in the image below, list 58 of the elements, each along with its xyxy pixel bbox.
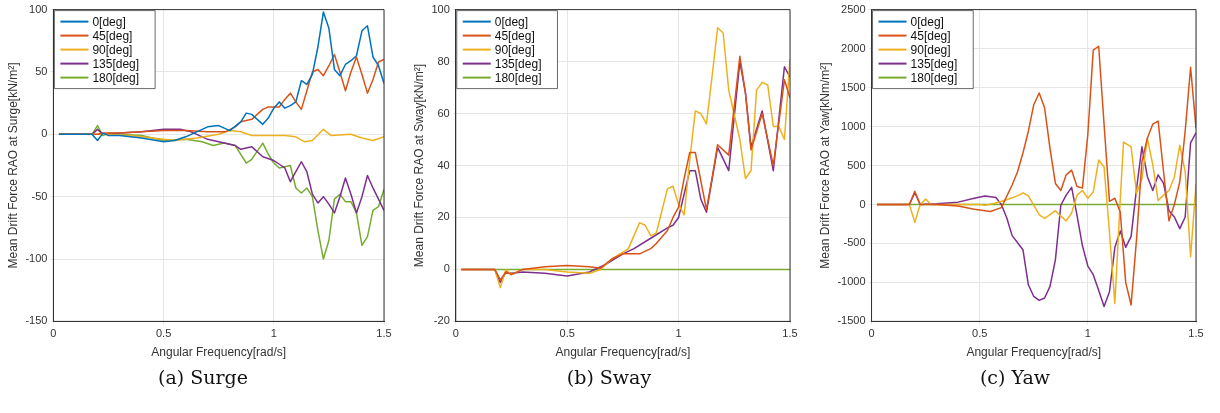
y-axis-title: Mean Drift Force RAO at Yaw[kNm/m²] <box>817 62 832 269</box>
legend-label: 180[deg] <box>910 70 958 85</box>
y-tick-label: 1000 <box>841 119 866 132</box>
y-tick-label: 0 <box>41 127 48 140</box>
y-tick-label: -1500 <box>837 314 866 327</box>
x-tick-label: 0.5 <box>155 327 172 340</box>
x-axis-title: Angular Frequency[rad/s] <box>966 345 1102 360</box>
y-tick-label: 80 <box>437 54 450 67</box>
legend-label: 180[deg] <box>92 70 140 85</box>
legend-label: 90[deg] <box>910 42 951 57</box>
text: (c) Yaw <box>979 366 1051 388</box>
x-tick-label: 0 <box>50 327 57 340</box>
text: (b) Sway <box>566 366 652 388</box>
y-tick-label: 2000 <box>841 41 866 54</box>
legend-label: 90[deg] <box>92 42 133 57</box>
x-tick-label: 1 <box>675 327 682 340</box>
y-tick-label: 2500 <box>841 2 866 15</box>
y-tick-label: 50 <box>35 64 48 77</box>
y-tick-label: 20 <box>437 210 450 223</box>
x-tick-label: 0.5 <box>972 327 988 340</box>
y-tick-label: 0 <box>443 262 450 275</box>
y-tick-label: -20 <box>433 314 450 327</box>
legend-label: 0[deg] <box>494 14 529 29</box>
legend-label: 0[deg] <box>92 14 126 29</box>
text: (a) Surge <box>158 366 248 388</box>
y-tick-label: 500 <box>847 158 866 171</box>
legend-label: 180[deg] <box>494 70 542 85</box>
x-tick-label: 0.5 <box>559 327 575 340</box>
x-tick-label: 0 <box>452 327 459 340</box>
y-tick-label: 60 <box>437 106 450 119</box>
y-tick-label: 1500 <box>841 80 866 93</box>
x-axis-title: Angular Frequency[rad/s] <box>555 345 691 360</box>
legend-label: 135[deg] <box>910 56 958 71</box>
y-tick-label: -1000 <box>837 275 866 288</box>
legend-label: 90[deg] <box>494 42 535 57</box>
legend-label: 135[deg] <box>494 56 542 71</box>
y-tick-label: -150 <box>25 314 48 327</box>
y-axis-title: Mean Drift Force RAO at Sway[kN/m²] <box>411 63 426 268</box>
x-tick-label: 0 <box>868 327 875 340</box>
legend-label: 45[deg] <box>92 28 133 43</box>
x-tick-label: 1.5 <box>782 327 798 340</box>
legend-label: 45[deg] <box>910 28 951 43</box>
x-tick-label: 1.5 <box>376 327 392 340</box>
y-tick-label: -100 <box>25 252 48 265</box>
x-tick-label: 1 <box>1084 327 1091 340</box>
y-tick-label: 0 <box>859 197 866 210</box>
x-tick-label: 1.5 <box>1188 327 1204 340</box>
y-tick-label: -50 <box>31 189 48 202</box>
x-axis-title: Angular Frequency[rad/s] <box>151 345 287 360</box>
legend-label: 0[deg] <box>910 14 944 29</box>
y-tick-label: 100 <box>29 2 48 15</box>
x-tick-label: 1 <box>270 327 277 340</box>
y-axis-title: Mean Drift Force RAO at Surge[kN/m²] <box>5 62 20 269</box>
y-tick-label: 40 <box>437 158 450 171</box>
y-tick-label: 100 <box>431 2 450 15</box>
y-tick-label: -500 <box>843 236 866 249</box>
legend-label: 45[deg] <box>494 28 535 43</box>
legend-label: 135[deg] <box>92 56 140 71</box>
